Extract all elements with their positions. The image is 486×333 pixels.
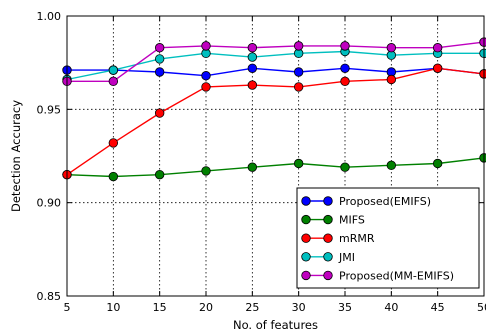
x-tick-label: 10 bbox=[106, 301, 120, 314]
x-tick-label: 40 bbox=[384, 301, 398, 314]
legend-label: MIFS bbox=[339, 214, 365, 227]
y-tick-label: 0.95 bbox=[37, 103, 62, 116]
series-3 bbox=[62, 63, 486, 180]
data-point bbox=[201, 71, 211, 81]
data-point bbox=[340, 63, 350, 73]
legend-label: Proposed(EMIFS) bbox=[339, 195, 431, 208]
y-tick-label: 0.90 bbox=[37, 197, 62, 210]
x-axis-label: No. of features bbox=[233, 318, 318, 332]
series-line bbox=[67, 67, 485, 77]
series-5 bbox=[62, 37, 486, 87]
data-point bbox=[247, 80, 258, 90]
data-point bbox=[479, 37, 486, 47]
legend: Proposed(EMIFS) MIFS mRMR JMI Proposed(MM-EM… bbox=[296, 187, 480, 289]
legend-marker bbox=[301, 214, 311, 225]
data-point bbox=[293, 82, 304, 92]
y-axis-label: Detection Accuracy bbox=[9, 100, 23, 212]
data-point bbox=[154, 43, 165, 53]
legend-entry: JMI bbox=[301, 251, 355, 264]
legend-label: Proposed(MM-EMIFS) bbox=[339, 269, 454, 282]
y-tick-labels: 0.85 0.90 0.95 1.00 bbox=[37, 10, 62, 303]
x-tick-label: 15 bbox=[153, 301, 167, 314]
legend-entry: Proposed(MM-EMIFS) bbox=[301, 269, 454, 282]
legend-entry: Proposed(EMIFS) bbox=[301, 195, 431, 208]
data-point bbox=[432, 43, 443, 53]
legend-marker bbox=[323, 214, 333, 225]
data-point bbox=[247, 43, 258, 53]
data-point bbox=[201, 82, 211, 92]
legend-marker bbox=[301, 252, 311, 262]
legend-marker bbox=[323, 196, 333, 206]
data-point bbox=[247, 52, 258, 62]
data-point bbox=[386, 74, 397, 85]
x-tick-labels: 5 10 15 20 25 30 35 40 45 50 bbox=[64, 301, 486, 314]
ticks bbox=[66, 15, 485, 297]
legend-label: mRMR bbox=[339, 232, 375, 245]
data-point bbox=[293, 158, 304, 169]
x-tick-label: 45 bbox=[431, 301, 445, 314]
data-point bbox=[386, 43, 397, 53]
data-point bbox=[479, 48, 486, 59]
legend-marker bbox=[301, 196, 311, 206]
x-tick-label: 30 bbox=[292, 301, 306, 314]
legend-entry: MIFS bbox=[301, 214, 365, 227]
data-point bbox=[108, 65, 119, 75]
data-point bbox=[201, 166, 211, 176]
series-layer bbox=[62, 37, 486, 182]
y-tick-label: 0.85 bbox=[37, 290, 62, 303]
series-line bbox=[66, 67, 485, 176]
legend-label: JMI bbox=[338, 251, 355, 264]
data-point bbox=[340, 162, 350, 172]
data-point bbox=[432, 158, 443, 169]
data-point bbox=[154, 169, 165, 180]
data-point bbox=[154, 67, 165, 77]
data-point bbox=[293, 67, 304, 77]
series-4 bbox=[62, 46, 486, 85]
series-2 bbox=[62, 153, 486, 182]
data-point bbox=[201, 41, 211, 51]
data-point bbox=[108, 138, 119, 148]
y-tick-label: 1.00 bbox=[37, 10, 62, 23]
legend-marker bbox=[323, 252, 333, 262]
legend-marker bbox=[323, 270, 333, 281]
data-point bbox=[386, 160, 397, 171]
legend-marker bbox=[301, 270, 311, 281]
x-tick-label: 20 bbox=[199, 301, 213, 314]
legend-entry: mRMR bbox=[301, 232, 375, 245]
data-point bbox=[293, 41, 304, 51]
data-point bbox=[154, 54, 165, 64]
data-point bbox=[247, 162, 258, 172]
data-point bbox=[340, 76, 350, 87]
data-point bbox=[432, 63, 443, 73]
x-tick-label: 5 bbox=[64, 301, 71, 314]
plot-frame bbox=[66, 15, 485, 297]
x-tick-label: 50 bbox=[477, 301, 486, 314]
data-point bbox=[108, 171, 119, 182]
series-line bbox=[66, 157, 485, 178]
x-tick-label: 35 bbox=[338, 301, 352, 314]
data-point bbox=[479, 153, 486, 163]
data-point bbox=[247, 63, 258, 73]
data-point bbox=[479, 69, 486, 79]
data-point bbox=[340, 41, 350, 51]
data-point bbox=[108, 76, 119, 87]
series-line bbox=[67, 41, 485, 83]
series-line bbox=[66, 50, 484, 81]
data-point bbox=[154, 108, 165, 118]
x-tick-label: 25 bbox=[245, 301, 259, 314]
legend-marker bbox=[323, 233, 333, 243]
legend-marker bbox=[301, 233, 311, 243]
